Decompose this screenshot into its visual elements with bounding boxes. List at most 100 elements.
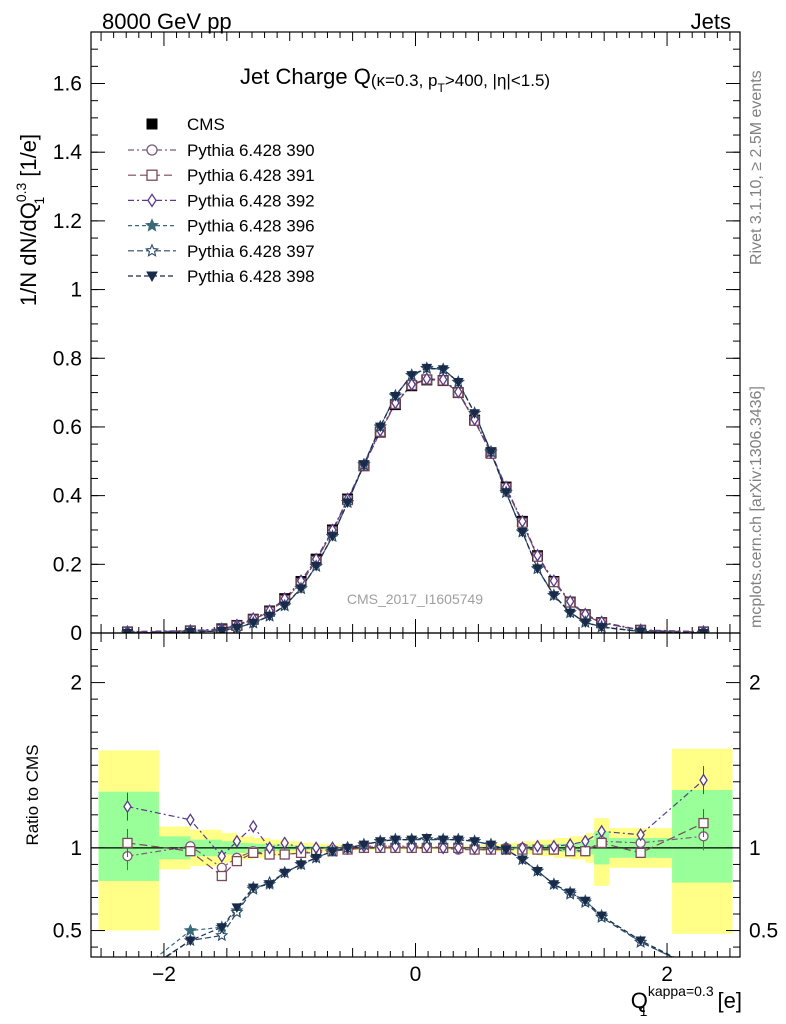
plot-title-params-sub: T — [437, 81, 445, 95]
ratio-series-marker — [216, 923, 228, 933]
ratio-series-marker — [217, 849, 227, 863]
ratio-series-marker — [437, 835, 449, 846]
top-y-tick-label: 0 — [70, 622, 82, 645]
top-series-marker — [407, 377, 416, 392]
top-series-marker — [295, 584, 307, 594]
ratio-series-marker — [265, 841, 274, 855]
analysis-watermark: CMS_2017_I1605749 — [347, 591, 483, 607]
main-distribution-panel: 0 0.2 0.4 0.6 0.8 1 1.2 1.4 1.6 — [53, 31, 741, 645]
ratio-panel: 0.5 0.5 1 1 2 2 −2 0 2 — [53, 632, 778, 986]
ratio-series-marker — [185, 936, 196, 946]
ratio-series-marker — [549, 839, 559, 853]
legend-series-label: Pythia 6.428 397 — [187, 242, 315, 261]
ratio-series-marker — [342, 843, 353, 854]
ratio-series-marker — [406, 835, 418, 846]
top-series-group — [120, 361, 711, 633]
ratio-series-marker — [698, 966, 709, 976]
ratio-series-marker — [453, 841, 463, 855]
legend-series-label: Pythia 6.428 396 — [187, 217, 315, 236]
ratio-series-marker — [699, 968, 708, 976]
plot-title-main: Jet Charge Q — [240, 64, 371, 89]
top-series-marker — [216, 626, 228, 633]
ratio-series-marker — [500, 845, 512, 856]
top-series-marker — [549, 574, 559, 588]
top-series-marker — [358, 460, 370, 470]
x-tick-label: −2 — [152, 963, 176, 986]
ratio-series-marker — [452, 835, 464, 846]
top-series-marker — [279, 601, 291, 612]
top-series-marker — [310, 562, 322, 572]
ratio-series-marker — [699, 773, 708, 787]
ratio-series-marker — [215, 928, 229, 942]
top-series-marker — [342, 498, 353, 509]
rivet-version-label: Rivet 3.1.10, ≥ 2.5M events — [748, 70, 765, 265]
ratio-y-tick-label-left: 1 — [70, 837, 82, 860]
top-series-marker — [635, 627, 646, 633]
ratio-series-marker — [565, 837, 575, 852]
header-category-label: Jets — [691, 9, 731, 34]
legend-marker — [146, 169, 158, 181]
ratio-series-marker — [186, 813, 195, 827]
ratio-series-marker — [533, 839, 542, 853]
top-ylabel-sup: 0.3 — [13, 182, 29, 202]
top-ylabel-sub: 1 — [31, 197, 47, 205]
x-axis-label: Qkappa=0.3 1 [e] — [631, 983, 742, 1019]
top-series-marker — [596, 623, 608, 633]
xlabel-unit: [e] — [711, 988, 742, 1013]
top-series-marker — [452, 377, 464, 388]
top-series-marker — [327, 532, 338, 542]
ratio-panel-frame — [90, 632, 741, 958]
ratio-series-marker — [248, 847, 259, 859]
top-series-marker — [438, 372, 448, 387]
top-series-marker — [469, 409, 480, 419]
ratio-y-tick-label-right: 0.5 — [749, 920, 778, 943]
ratio-series-marker — [469, 837, 480, 847]
plot-title-params-tail: >400, |η|<1.5) — [445, 71, 550, 90]
legend: CMS Pythia 6.428 390 Pythia 6.428 391 Pythi… — [128, 115, 315, 286]
ratio-series-marker — [485, 840, 497, 851]
top-series-marker — [406, 371, 418, 381]
top-series-marker — [231, 623, 243, 633]
ratio-series-marker — [247, 883, 259, 894]
top-y-tick-label: 1.4 — [53, 141, 83, 164]
top-ylabel-main: 1/N dN/dQ — [16, 202, 41, 306]
ratio-series-marker — [231, 855, 243, 867]
top-y-tick-label: 1 — [70, 279, 82, 302]
legend-series-label: Pythia 6.428 392 — [187, 191, 315, 210]
ratio-series-marker — [216, 870, 227, 882]
ratio-series-marker — [564, 888, 576, 899]
top-series-marker — [485, 447, 497, 458]
ratio-y-tick-label-left: 2 — [70, 672, 82, 695]
ratio-series-marker — [532, 867, 543, 877]
ratio-series-marker — [358, 840, 370, 851]
ratio-series-marker — [232, 834, 242, 848]
legend-series-label: Pythia 6.428 391 — [187, 166, 315, 185]
legend-marker — [144, 243, 160, 257]
mcplots-label: mcplots.cern.ch [arXiv:1306.3436] — [748, 386, 765, 628]
top-series-marker — [374, 422, 386, 433]
ratio-series-marker — [390, 835, 401, 846]
top-series-marker — [264, 611, 275, 622]
plot-title-params: (κ=0.3, p — [371, 71, 438, 90]
top-y-tick-label: 0.6 — [53, 416, 82, 439]
ratio-content-group — [91, 748, 740, 986]
top-y-axis-label: 1/N dN/dQ0.3 1 [1/e] — [13, 134, 47, 306]
top-series-marker — [564, 608, 576, 619]
ratio-series-marker — [122, 976, 133, 986]
top-series-marker — [533, 548, 542, 563]
ratio-series-marker — [698, 817, 709, 829]
top-y-tick-label: 0.4 — [53, 485, 83, 508]
ratio-series-marker — [421, 833, 433, 844]
xlabel-sup: kappa=0.3 — [648, 983, 714, 999]
x-tick-label: 0 — [410, 963, 422, 986]
xlabel-sub: 1 — [640, 1003, 648, 1019]
xlabel-main: Q — [631, 988, 648, 1013]
ratio-series-marker — [635, 936, 646, 946]
plot-title: Jet Charge Q(κ=0.3, pT>400, |η|<1.5) — [240, 64, 550, 95]
ratio-series-marker — [517, 855, 528, 865]
top-series-marker — [437, 365, 449, 375]
top-y-tick-label: 0.2 — [53, 553, 82, 576]
top-y-tick-label: 1.6 — [53, 73, 82, 96]
ratio-series-marker — [596, 911, 608, 922]
